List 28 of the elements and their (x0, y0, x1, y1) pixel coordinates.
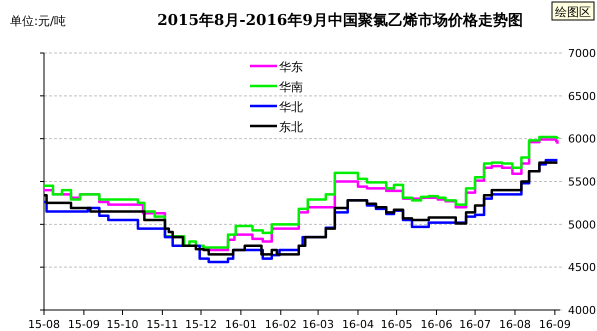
legend-label: 华北 (279, 100, 303, 114)
x-tick-label: 16-04 (342, 318, 374, 331)
x-tick-label: 16-03 (302, 318, 334, 331)
y-axis-title: 单位:元/吨 (10, 14, 66, 28)
x-tick-label: 16-06 (420, 318, 452, 331)
x-tick-label: 15-09 (68, 318, 100, 331)
x-tick-label: 15-12 (185, 318, 217, 331)
x-tick-label: 15-08 (28, 318, 60, 331)
x-tick-label: 16-05 (380, 318, 413, 331)
y-tick-label: 6500 (568, 90, 596, 103)
y-tick-label: 6000 (568, 132, 596, 146)
legend-label: 华南 (279, 80, 303, 94)
chart-title: 2015年8月-2016年9月中国聚氯乙烯市场价格走势图 (157, 11, 523, 29)
legend-label: 东北 (279, 120, 303, 134)
x-tick-label: 16-08 (498, 318, 531, 331)
y-tick-label: 7000 (568, 47, 596, 60)
y-tick-label: 5500 (568, 176, 596, 188)
x-tick-label: 16-01 (224, 318, 257, 331)
x-tick-label: 16-09 (538, 318, 571, 331)
x-tick-label: 15-10 (106, 318, 138, 331)
y-tick-label: 5000 (568, 218, 596, 232)
y-tick-label: 4000 (568, 304, 596, 317)
legend-label: 华东 (279, 60, 303, 74)
x-tick-label: 15-11 (146, 318, 178, 331)
x-tick-label: 16-07 (459, 318, 492, 331)
text: 绘图区 (555, 5, 591, 19)
x-tick-label: 16-02 (264, 318, 297, 331)
y-tick-label: 4500 (568, 261, 596, 274)
